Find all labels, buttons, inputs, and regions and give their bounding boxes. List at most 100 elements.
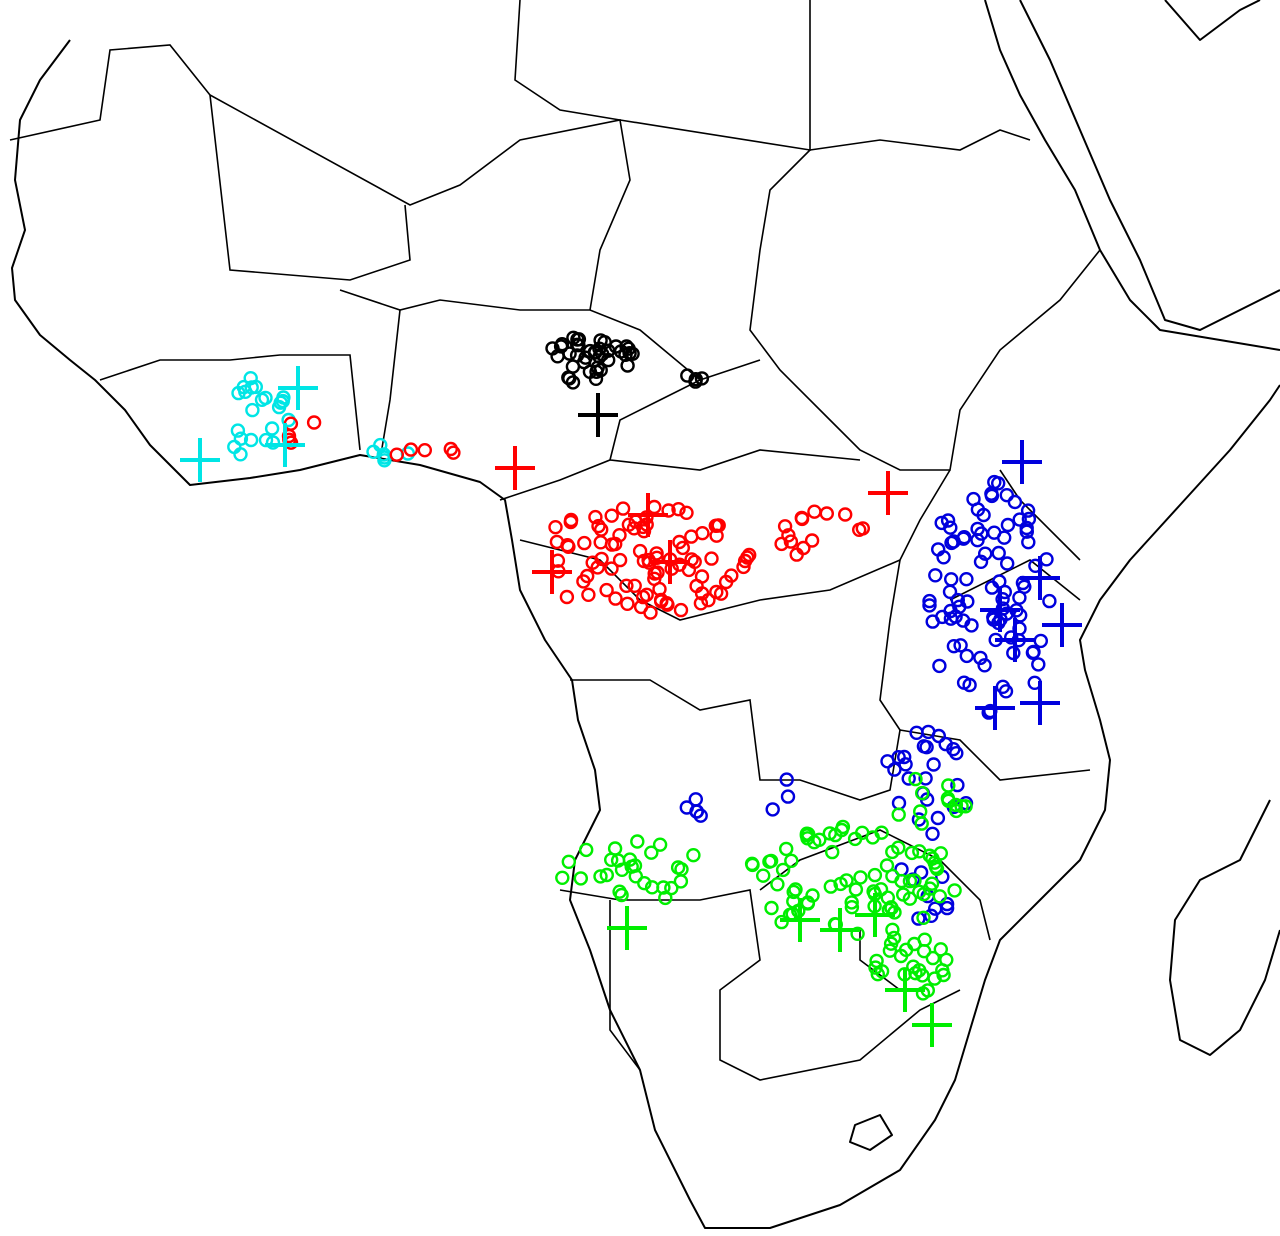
marker xyxy=(709,528,724,543)
marker xyxy=(1017,579,1032,594)
marker xyxy=(756,868,771,883)
marker xyxy=(230,423,246,438)
border xyxy=(749,149,1101,471)
marker xyxy=(673,874,689,889)
border xyxy=(499,379,861,501)
marker xyxy=(740,550,755,565)
marker xyxy=(763,853,779,869)
marker xyxy=(613,344,629,359)
marker xyxy=(978,546,993,561)
marker xyxy=(621,517,637,532)
marker xyxy=(885,922,900,937)
marker xyxy=(914,816,929,831)
marker xyxy=(693,596,709,611)
marker xyxy=(844,900,860,915)
marker xyxy=(896,887,911,902)
marker xyxy=(588,345,603,360)
cross-marker xyxy=(885,968,925,1012)
marker xyxy=(907,873,922,888)
arabia-coast xyxy=(1019,0,1280,331)
marker xyxy=(565,375,581,390)
marker xyxy=(973,650,988,666)
marker xyxy=(620,596,635,611)
marker xyxy=(925,614,940,629)
cross-marker xyxy=(532,550,572,594)
marker xyxy=(898,942,914,957)
marker xyxy=(594,522,609,537)
marker xyxy=(784,853,799,868)
marker xyxy=(1031,657,1046,672)
marker xyxy=(673,602,689,618)
marker xyxy=(834,822,849,838)
marker xyxy=(939,896,955,912)
marker xyxy=(950,777,965,793)
marker xyxy=(643,605,658,620)
marker xyxy=(984,580,1000,595)
cross-marker xyxy=(265,423,305,467)
marker xyxy=(764,900,779,916)
marker xyxy=(675,540,690,556)
cross-marker xyxy=(868,471,908,515)
marker xyxy=(940,513,956,528)
marker xyxy=(885,868,900,884)
marker xyxy=(679,505,694,520)
marker xyxy=(1013,608,1028,623)
marker xyxy=(231,385,246,401)
marker xyxy=(742,547,757,563)
marker xyxy=(847,831,863,847)
marker xyxy=(799,828,814,843)
marker xyxy=(562,346,577,361)
marker xyxy=(658,890,673,906)
cross-marker xyxy=(1002,440,1042,484)
marker xyxy=(926,757,941,772)
marker xyxy=(671,502,686,517)
marker xyxy=(788,882,803,897)
marker xyxy=(619,578,634,593)
marker xyxy=(713,586,729,601)
marker xyxy=(959,648,974,664)
marker xyxy=(911,911,926,926)
marker xyxy=(853,870,868,885)
marker xyxy=(389,447,404,462)
cross-marker xyxy=(980,588,1020,632)
marker xyxy=(637,876,652,891)
marker xyxy=(656,880,671,895)
marker xyxy=(403,442,419,457)
marker xyxy=(588,509,603,525)
marker xyxy=(873,882,889,897)
marker xyxy=(612,884,627,899)
marker xyxy=(991,545,1006,561)
marker xyxy=(708,518,723,533)
marker xyxy=(947,883,962,898)
marker xyxy=(997,530,1012,545)
marker xyxy=(770,877,785,892)
land xyxy=(11,0,1280,1229)
marker xyxy=(258,390,273,406)
marker xyxy=(941,778,956,793)
marker xyxy=(960,594,975,609)
cross-marker xyxy=(628,493,668,537)
marker xyxy=(627,578,642,593)
marker xyxy=(775,862,791,878)
marker xyxy=(949,746,964,761)
marker xyxy=(570,332,585,347)
marker xyxy=(984,486,999,501)
marker xyxy=(925,826,940,841)
madagascar xyxy=(1169,799,1280,1056)
marker xyxy=(545,341,560,356)
marker xyxy=(897,749,912,765)
marker xyxy=(939,952,954,967)
marker xyxy=(944,535,959,551)
marker xyxy=(577,535,592,551)
marker xyxy=(891,807,906,822)
marker xyxy=(417,443,432,458)
marker xyxy=(561,854,576,869)
marker xyxy=(906,959,921,974)
points xyxy=(180,330,1082,1047)
marker xyxy=(1012,512,1027,527)
marker xyxy=(932,658,947,674)
marker xyxy=(956,531,971,546)
marker xyxy=(850,926,865,941)
